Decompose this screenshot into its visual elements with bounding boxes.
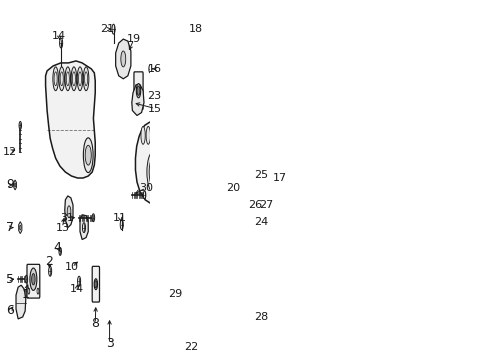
Circle shape [48, 266, 52, 276]
Text: 31: 31 [60, 213, 74, 223]
Text: 26: 26 [247, 200, 262, 210]
Circle shape [67, 206, 71, 218]
Ellipse shape [146, 151, 160, 193]
Text: 29: 29 [168, 289, 183, 299]
Circle shape [85, 145, 91, 165]
Circle shape [120, 220, 123, 230]
Circle shape [246, 171, 249, 179]
Circle shape [25, 275, 27, 283]
Text: 20: 20 [226, 183, 240, 193]
Ellipse shape [94, 279, 97, 290]
Circle shape [249, 204, 252, 212]
Ellipse shape [141, 126, 145, 144]
Ellipse shape [162, 126, 165, 144]
Ellipse shape [83, 138, 93, 172]
Circle shape [112, 24, 115, 34]
Ellipse shape [30, 268, 37, 291]
Circle shape [82, 223, 85, 233]
Text: 14: 14 [70, 284, 84, 294]
Polygon shape [242, 297, 254, 335]
Text: 6: 6 [6, 305, 14, 318]
FancyBboxPatch shape [92, 266, 99, 302]
FancyBboxPatch shape [27, 264, 40, 298]
Text: 9: 9 [6, 179, 14, 192]
Circle shape [60, 38, 62, 48]
Ellipse shape [151, 126, 155, 144]
Text: 18: 18 [188, 24, 203, 34]
Circle shape [162, 173, 169, 197]
Text: 14: 14 [52, 31, 66, 41]
Circle shape [258, 204, 261, 212]
Circle shape [181, 25, 183, 33]
Text: 15: 15 [148, 104, 162, 113]
Ellipse shape [156, 126, 161, 144]
Ellipse shape [71, 67, 77, 91]
Text: 4: 4 [54, 241, 61, 254]
Polygon shape [116, 39, 131, 79]
Circle shape [121, 51, 125, 67]
Text: 22: 22 [183, 342, 198, 352]
Ellipse shape [65, 67, 70, 91]
Polygon shape [45, 61, 95, 178]
Circle shape [20, 225, 21, 230]
Polygon shape [19, 222, 22, 234]
Polygon shape [16, 285, 26, 319]
Circle shape [28, 288, 30, 294]
Text: 11: 11 [113, 213, 127, 223]
Ellipse shape [77, 67, 82, 91]
Ellipse shape [146, 126, 150, 144]
Circle shape [37, 288, 39, 294]
Circle shape [169, 99, 171, 107]
Text: 30: 30 [139, 183, 153, 193]
Circle shape [78, 276, 81, 286]
Text: 1: 1 [21, 288, 29, 301]
Text: 10: 10 [65, 262, 79, 272]
Circle shape [92, 214, 95, 222]
Ellipse shape [59, 67, 64, 91]
Polygon shape [135, 121, 174, 204]
Text: 3: 3 [105, 337, 113, 350]
Text: 25: 25 [253, 170, 267, 180]
Polygon shape [132, 85, 143, 116]
Text: 19: 19 [126, 34, 141, 44]
Ellipse shape [53, 67, 58, 91]
Text: 2: 2 [45, 255, 53, 268]
Text: 24: 24 [253, 217, 267, 227]
Text: 5: 5 [6, 273, 14, 286]
Circle shape [59, 247, 61, 255]
Polygon shape [178, 284, 191, 325]
Polygon shape [229, 200, 245, 242]
Ellipse shape [136, 84, 141, 98]
Circle shape [19, 121, 21, 129]
Text: 12: 12 [3, 147, 17, 157]
Polygon shape [80, 215, 88, 239]
Text: 7: 7 [6, 221, 14, 234]
Circle shape [15, 183, 16, 187]
Text: 16: 16 [148, 64, 162, 74]
Circle shape [206, 190, 210, 200]
Circle shape [148, 65, 151, 73]
Text: 28: 28 [253, 312, 267, 322]
Text: 27: 27 [259, 200, 273, 210]
Text: 21: 21 [100, 24, 114, 34]
Circle shape [149, 157, 158, 187]
Polygon shape [224, 170, 263, 257]
Circle shape [137, 86, 140, 95]
Ellipse shape [83, 67, 89, 91]
Ellipse shape [166, 126, 171, 144]
Text: 17: 17 [273, 173, 286, 183]
Circle shape [32, 274, 35, 285]
Text: 13: 13 [55, 222, 69, 233]
FancyBboxPatch shape [134, 72, 143, 109]
Circle shape [143, 191, 145, 199]
Polygon shape [179, 249, 222, 345]
Circle shape [95, 280, 97, 288]
Polygon shape [64, 196, 73, 228]
Polygon shape [188, 307, 204, 349]
Polygon shape [14, 180, 17, 190]
Text: 23: 23 [146, 91, 161, 101]
Text: 8: 8 [91, 318, 99, 330]
Polygon shape [244, 188, 258, 231]
Ellipse shape [160, 166, 171, 204]
